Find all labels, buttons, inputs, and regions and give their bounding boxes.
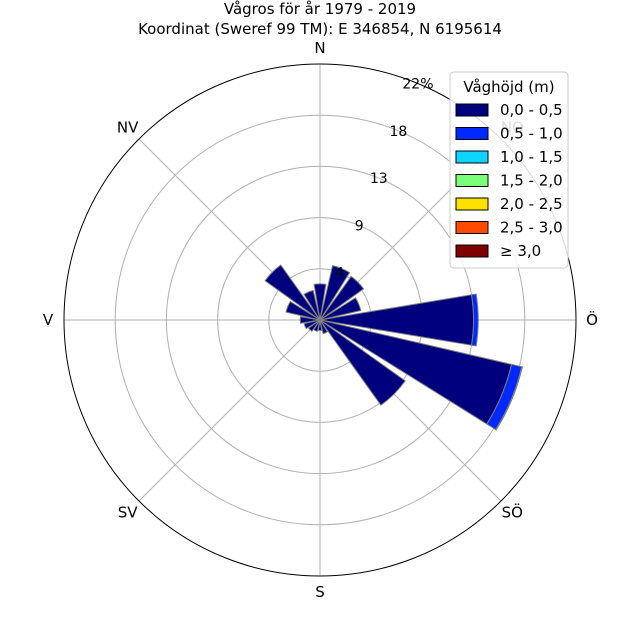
legend-label: 0,0 - 0,5 — [500, 101, 563, 119]
rose-bar-segment — [319, 319, 406, 406]
rose-bar-segment — [319, 275, 365, 321]
rose-bar-segment — [470, 293, 479, 347]
legend-label: 1,0 - 1,5 — [500, 148, 563, 166]
rose-bar-segment — [303, 319, 321, 330]
radial-tick-label: 13 — [370, 171, 388, 187]
radial-tick-label: 9 — [355, 218, 364, 234]
legend-label: 1,5 - 2,0 — [500, 172, 563, 190]
rose-bar-segment — [264, 264, 321, 321]
rose-bar-segment — [313, 283, 327, 321]
legend-title: Våghöjd (m) — [463, 78, 554, 96]
radial-tick-label: 18 — [389, 124, 407, 140]
outer-ring — [63, 63, 577, 577]
direction-label: S — [315, 583, 325, 601]
rose-bar-segment — [319, 297, 362, 321]
direction-label: N — [314, 39, 325, 57]
legend: Våghöjd (m) 0,0 - 0,5 0,5 - 1,0 1,0 - 1,5 1… — [449, 71, 569, 269]
rose-bar-segment — [307, 319, 321, 333]
rose-bar-segment — [299, 316, 321, 324]
rose-bar-segment — [495, 366, 523, 431]
legend-entries: 0,0 - 0,5 0,5 - 1,0 1,0 - 1,5 1,5 - 2,0 2,0 … — [455, 101, 563, 260]
legend-swatch — [455, 174, 489, 187]
rose-bar-segment — [319, 264, 351, 321]
rose-bar-segment — [319, 319, 329, 335]
legend-swatch — [455, 221, 489, 234]
rose-bar-segment — [303, 289, 321, 321]
direction-label: SÖ — [502, 502, 523, 521]
chart-subtitle: Koordinat (Sweref 99 TM): E 346854, N 61… — [138, 20, 502, 38]
legend-frame — [449, 71, 569, 269]
direction-label: SV — [118, 503, 139, 521]
chart-title: Vågros för år 1979 - 2019 — [224, 0, 416, 18]
legend-swatch — [455, 197, 489, 211]
direction-label: V — [43, 311, 54, 329]
legend-swatch — [455, 103, 489, 117]
rose-bar-segment — [317, 319, 323, 331]
legend-label: 2,0 - 2,5 — [500, 195, 563, 213]
legend-label: ≥ 3,0 — [500, 242, 541, 260]
legend-swatch — [455, 150, 489, 164]
radial-tick-labels: 4 9 13 18 22% — [335, 76, 433, 281]
legend-label: 2,5 - 3,0 — [500, 219, 563, 237]
grid-spoke — [138, 319, 321, 502]
legend-swatch — [455, 244, 489, 258]
legend-swatch — [455, 127, 489, 140]
direction-label: NV — [117, 119, 139, 137]
rose-bar-segment — [285, 300, 321, 321]
direction-label: Ö — [586, 310, 598, 329]
rose-bars — [264, 264, 523, 431]
radial-tick-label: 22% — [402, 76, 433, 92]
legend-label: 0,5 - 1,0 — [500, 125, 563, 143]
radial-tick-label: 4 — [335, 266, 344, 282]
